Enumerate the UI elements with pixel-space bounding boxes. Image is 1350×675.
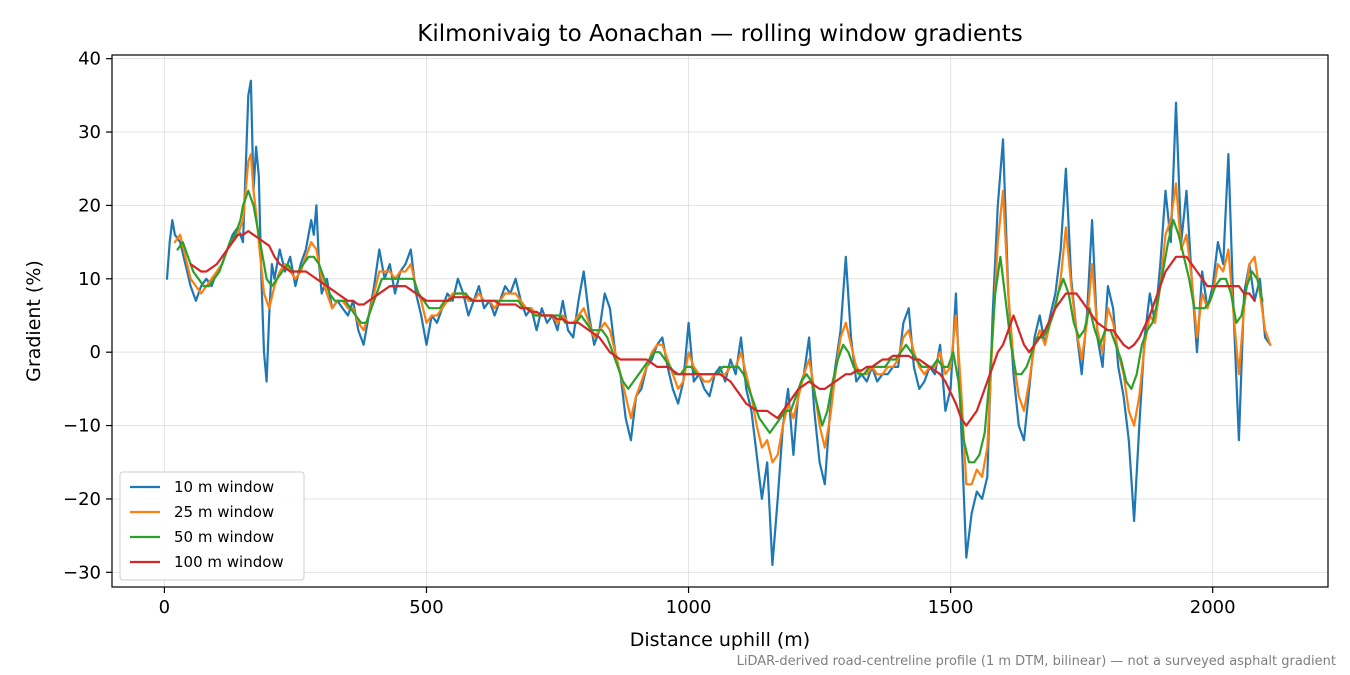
legend-label-10m: 10 m window: [174, 478, 274, 496]
y-tick-label: −10: [63, 416, 101, 437]
footnote: LiDAR-derived road-centreline profile (1…: [737, 654, 1336, 669]
x-tick-label: 1000: [666, 597, 712, 618]
y-tick-label: 0: [90, 342, 101, 363]
x-tick-label: 2000: [1190, 597, 1236, 618]
legend-label-100m: 100 m window: [174, 553, 284, 571]
x-tick-label: 500: [409, 597, 443, 618]
series-lines: [165, 79, 1272, 567]
x-tick-label: 1500: [928, 597, 974, 618]
y-tick-label: 10: [78, 269, 101, 290]
y-axis-label: Gradient (%): [23, 260, 45, 382]
y-tick-label: −30: [63, 562, 101, 583]
series-line-100-m-window: [189, 230, 1256, 427]
y-tick-label: 30: [78, 122, 101, 143]
x-axis-label: Distance uphill (m): [630, 629, 810, 651]
legend: 10 m window 25 m window 50 m window 100 …: [119, 471, 305, 581]
axis-ticks: 0 500 1000 1500 2000 −30 −20 −10 0 10 20 30 40: [63, 49, 1236, 618]
grid-lines: [112, 55, 1328, 587]
legend-box: [119, 471, 305, 581]
y-tick-label: −20: [63, 489, 101, 510]
legend-label-50m: 50 m window: [174, 528, 274, 546]
chart-title: Kilmonivaig to Aonachan — rolling window…: [417, 21, 1022, 47]
y-tick-label: 40: [78, 49, 101, 70]
x-tick-label: 0: [159, 597, 170, 618]
plot-frame: [111, 54, 1329, 588]
y-tick-label: 20: [78, 195, 101, 216]
legend-label-25m: 25 m window: [174, 503, 274, 521]
